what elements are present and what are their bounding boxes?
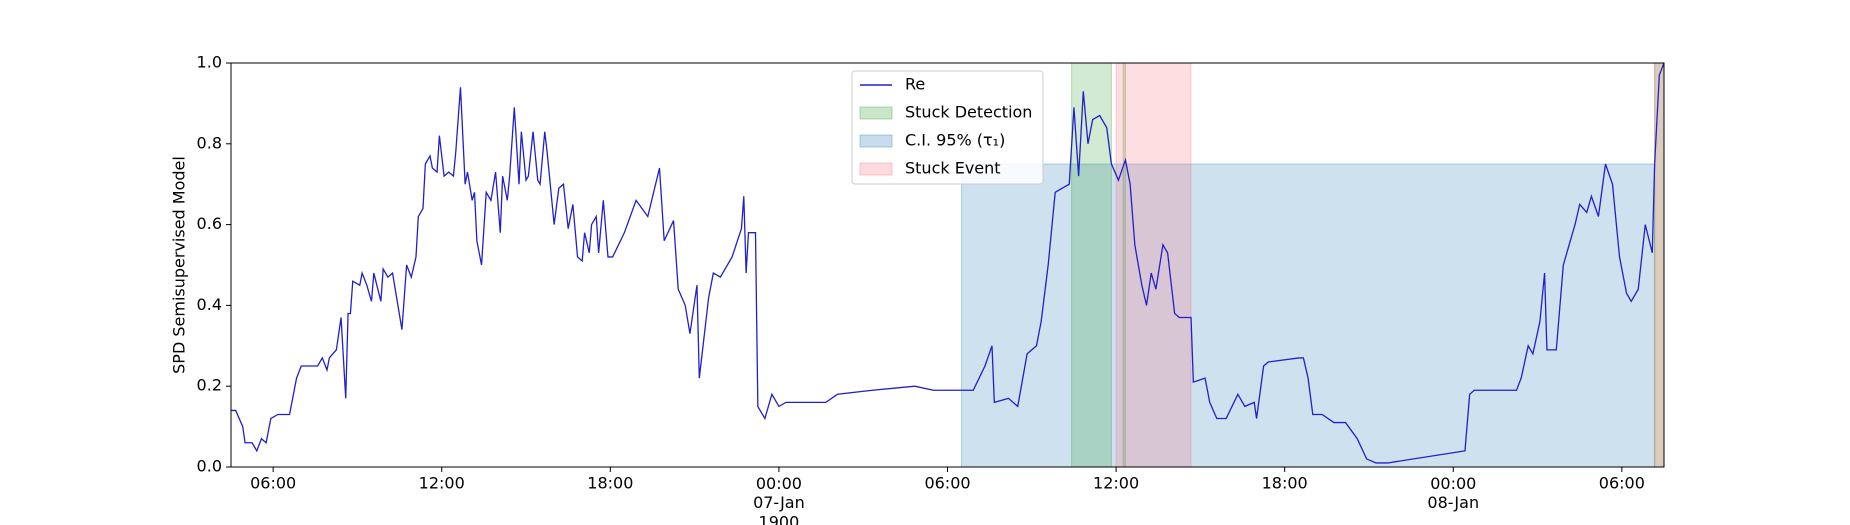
x-tick-label: 06:00 bbox=[250, 474, 296, 493]
x-tick-label: 00:00 07-Jan 1900 bbox=[753, 474, 805, 525]
y-tick-label: 0.2 bbox=[197, 376, 222, 395]
y-axis-label: SPD Semisupervised Model bbox=[170, 156, 189, 374]
legend-swatch bbox=[859, 162, 893, 176]
legend-swatch bbox=[859, 134, 893, 148]
x-tick-label: 00:00 08-Jan bbox=[1427, 474, 1479, 512]
x-tick-label: 12:00 bbox=[419, 474, 465, 493]
legend-box bbox=[851, 70, 1044, 185]
legend-label: C.I. 95% (τ₁) bbox=[905, 131, 1005, 150]
shaded-region bbox=[961, 163, 1656, 468]
legend-label: Stuck Detection bbox=[905, 103, 1032, 122]
shaded-region bbox=[1115, 62, 1192, 468]
x-tick-label: 12:00 bbox=[1093, 474, 1139, 493]
y-tick-label: 0.6 bbox=[197, 214, 222, 233]
y-tick-label: 0.4 bbox=[197, 295, 222, 314]
x-tick-label: 18:00 bbox=[587, 474, 633, 493]
legend-label: Re bbox=[905, 75, 925, 94]
y-tick-label: 0.0 bbox=[197, 457, 222, 476]
shaded-region bbox=[1654, 62, 1665, 468]
shaded-region bbox=[1071, 62, 1112, 468]
x-tick-label: 06:00 bbox=[1599, 474, 1645, 493]
x-tick-label: 18:00 bbox=[1262, 474, 1308, 493]
data-line bbox=[231, 62, 1665, 464]
y-tick-label: 0.8 bbox=[197, 133, 222, 152]
legend-swatch bbox=[859, 106, 893, 120]
y-tick-label: 1.0 bbox=[197, 53, 222, 72]
legend-label: Stuck Event bbox=[905, 159, 1001, 178]
x-tick-label: 06:00 bbox=[924, 474, 970, 493]
